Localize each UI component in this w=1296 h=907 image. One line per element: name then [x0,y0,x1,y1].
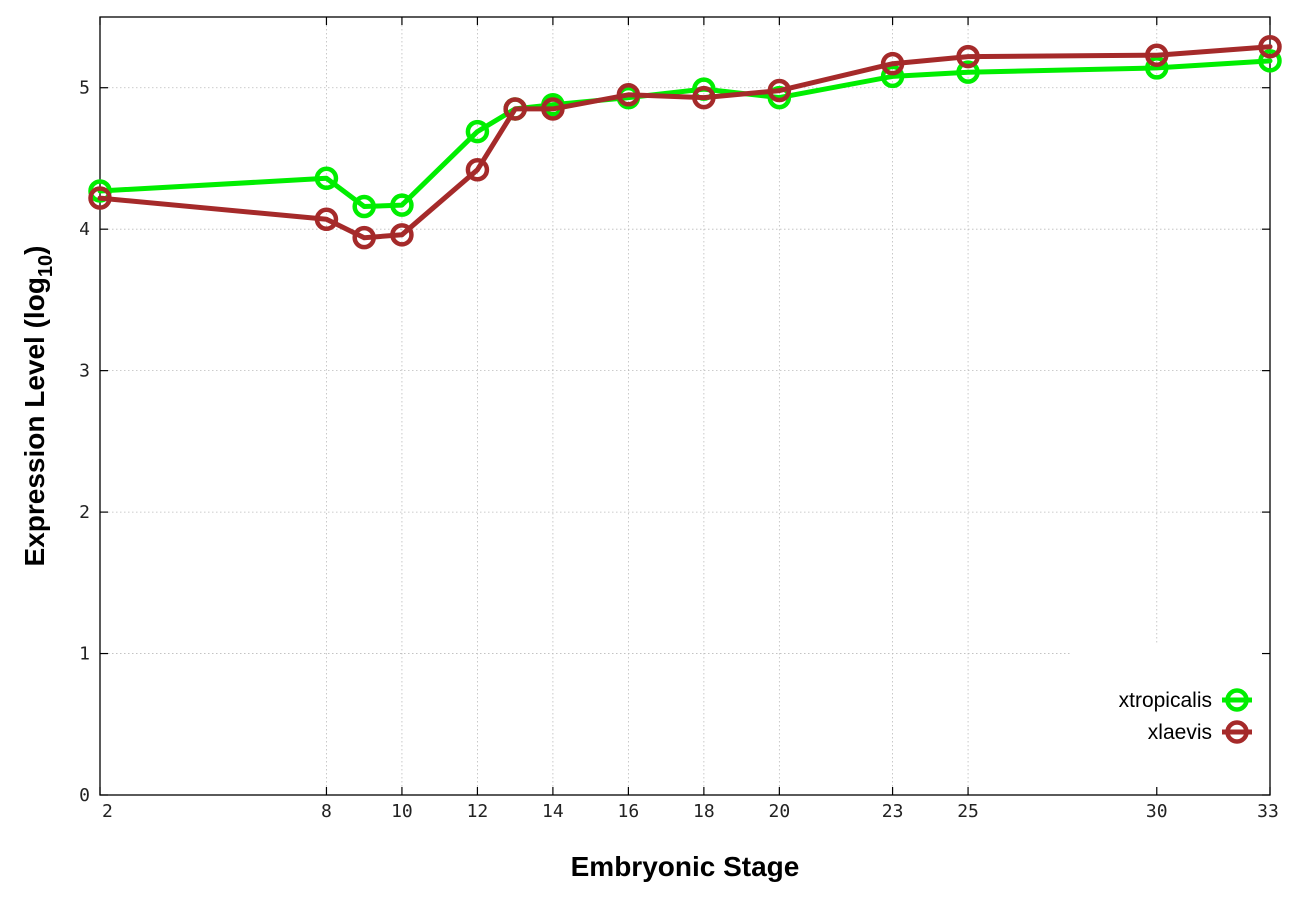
y-axis-title-subscript: 10 [35,255,57,277]
legend-marker [1225,720,1249,744]
legend-label: xtropicalis [1119,689,1212,712]
y-axis-title: Expression Level (log10) [19,246,57,567]
series-xtropicalis [88,49,1282,219]
x-axis-title: Embryonic Stage [571,851,800,882]
y-axis-title-main: Expression Level (log [19,277,50,566]
legend: xtropicalis xlaevis [1119,688,1252,744]
data-point [465,119,490,144]
data-point [352,225,376,250]
data-point [314,166,339,191]
data-point [541,97,565,121]
data-point [1145,56,1169,80]
plot-frame [99,16,1271,796]
x-tick-label: 12 [467,801,489,822]
grid [100,17,1270,795]
legend-box [1072,643,1269,794]
data-point [767,78,792,103]
x-tick-label: 2 [102,801,113,822]
legend-background [1072,643,1269,794]
y-tick-label: 4 [79,219,90,240]
data-point [956,44,980,69]
legend-label: xlaevis [1148,721,1212,744]
series [88,34,1282,250]
y-tick-label: 0 [79,785,90,806]
x-tick-label: 14 [542,801,564,822]
x-tick-label: 23 [882,801,904,822]
data-point [88,186,112,210]
data-point [390,193,414,217]
y-tick-label: 1 [79,644,90,665]
data-point [314,207,339,232]
series-line [97,44,1273,241]
x-tick-label: 16 [618,801,640,822]
x-tick-label: 10 [391,801,413,822]
y-tick-label: 5 [79,78,90,99]
data-point [880,64,905,89]
data-point [465,158,490,182]
x-tick-label: 8 [321,801,332,822]
x-tick-label: 18 [693,801,715,822]
data-point [1145,43,1169,67]
x-tick-label: 33 [1257,801,1279,822]
x-tick-label: 25 [957,801,979,822]
data-point [880,51,905,76]
y-tick-label: 2 [79,502,90,523]
data-point [503,97,527,121]
series-xlaevis [88,34,1282,250]
legend-entry-xtropicalis: xtropicalis [1119,688,1252,712]
data-point [390,223,414,247]
y-axis-title-close: ) [19,246,50,255]
data-point [1258,49,1282,73]
x-tick-label: 30 [1146,801,1168,822]
legend-entry-xlaevis: xlaevis [1148,720,1252,744]
x-tick-label: 20 [769,801,791,822]
data-point [352,194,376,219]
data-point [956,60,980,84]
series-line [97,58,1273,209]
data-point [616,83,641,107]
legend-marker [1225,688,1249,712]
data-point [692,85,716,110]
y-tick-label: 3 [79,361,90,382]
data-point [1258,34,1282,59]
